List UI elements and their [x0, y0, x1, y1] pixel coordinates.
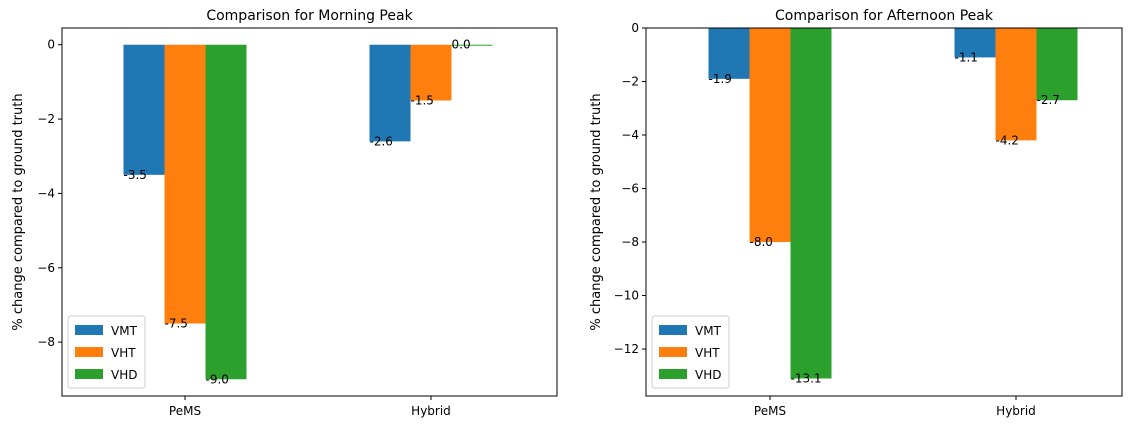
- y-tick-label: −12: [614, 342, 639, 356]
- y-tick-label: −8: [37, 335, 55, 349]
- y-tick-label: −8: [621, 235, 639, 249]
- y-tick-label: −2: [621, 75, 639, 89]
- data-label: -13.1: [791, 371, 822, 385]
- y-tick-label: 0: [47, 38, 55, 52]
- bar-vhd-hybrid: [451, 44, 493, 46]
- bar-vht-pems: [749, 28, 791, 243]
- legend: VMT VHT VHD: [651, 315, 730, 389]
- legend-swatch-vhd: [75, 369, 103, 379]
- data-label: 0.0: [452, 38, 471, 52]
- y-tick-label: −6: [621, 182, 639, 196]
- data-label: -2.7: [1037, 93, 1060, 107]
- y-tick-label: −4: [621, 128, 639, 142]
- axes-frame: [645, 27, 1123, 397]
- axes-frame: [61, 27, 558, 397]
- legend-label-vhd: VHD: [111, 368, 137, 382]
- y-tick-label: −2: [37, 112, 55, 126]
- data-label: -1.5: [411, 93, 434, 107]
- x-tick-label: Hybrid: [996, 404, 1036, 418]
- data-label: -1.1: [955, 50, 978, 64]
- data-label: -7.5: [165, 317, 188, 331]
- chart-afternoon-peak: -1.9 -1.1 -8.0 -4.2 -13.1 -2.7 0 −2 −4 −6 −8 −10 −12…: [589, 8, 1123, 418]
- bar-vhd-pems: [790, 28, 832, 379]
- legend-swatch-vhd: [659, 369, 687, 379]
- bar-vhd-pems: [205, 44, 247, 380]
- x-tick-label: Hybrid: [411, 404, 451, 418]
- legend-swatch-vmt: [75, 325, 103, 335]
- y-tick-label: −6: [37, 261, 55, 275]
- legend-label-vht: VHT: [695, 346, 720, 360]
- bar-vhd-hybrid: [1036, 28, 1078, 101]
- y-axis-label: % change compared to ground truth: [589, 93, 604, 330]
- data-label: -1.9: [709, 72, 732, 86]
- data-label: -9.0: [206, 372, 229, 386]
- y-tick-label: −10: [614, 289, 639, 303]
- bar-vmt-hybrid: [369, 44, 411, 142]
- bar-vht-hybrid: [995, 28, 1037, 141]
- legend-label-vmt: VMT: [695, 324, 722, 338]
- y-tick-label: 0: [631, 21, 639, 35]
- bar-vmt-pems: [123, 44, 165, 175]
- legend-label-vhd: VHD: [695, 368, 721, 382]
- chart-title: Comparison for Afternoon Peak: [775, 8, 994, 24]
- bar-vht-hybrid: [410, 44, 452, 101]
- y-axis-label: % change compared to ground truth: [11, 93, 26, 330]
- legend-swatch-vht: [659, 347, 687, 357]
- x-tick-label: PeMS: [754, 404, 786, 418]
- data-label: -3.5: [124, 168, 147, 182]
- legend-swatch-vmt: [659, 325, 687, 335]
- bar-vmt-hybrid: [954, 28, 996, 58]
- data-label: -8.0: [750, 235, 773, 249]
- bar-vmt-pems: [708, 28, 750, 79]
- legend-label-vht: VHT: [111, 346, 136, 360]
- bar-vht-pems: [164, 44, 206, 324]
- legend-swatch-vht: [75, 347, 103, 357]
- chart-title: Comparison for Morning Peak: [206, 8, 413, 24]
- y-tick-label: −4: [37, 186, 55, 200]
- data-label: -2.6: [370, 134, 393, 148]
- x-tick-label: PeMS: [169, 404, 201, 418]
- legend-label-vmt: VMT: [111, 324, 138, 338]
- legend: VMT VHT VHD: [67, 315, 146, 389]
- chart-morning-peak: -3.5 -2.6 -7.5 -1.5 -9.0 0.0 0 −2 −4 −6 −8 PeMS Hybr…: [11, 8, 558, 418]
- data-label: -4.2: [996, 133, 1019, 147]
